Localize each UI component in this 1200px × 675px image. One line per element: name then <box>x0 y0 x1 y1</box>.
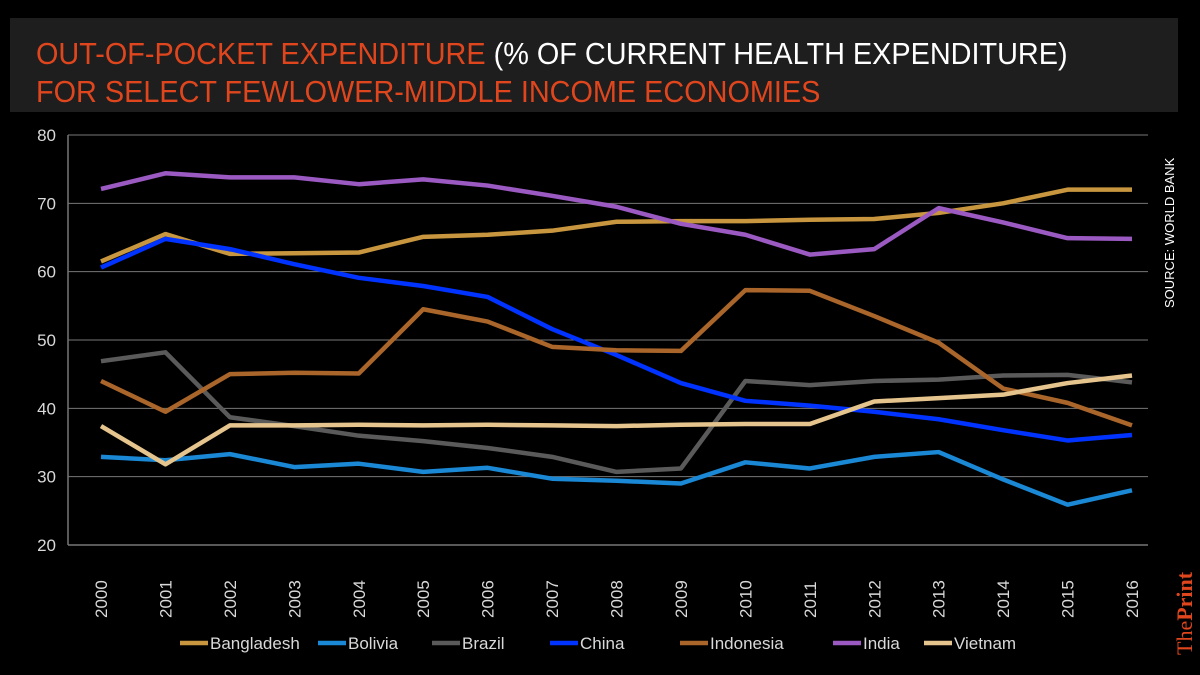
x-tick-label: 2004 <box>350 580 369 618</box>
x-tick-label: 2016 <box>1123 580 1142 618</box>
x-tick-label: 2012 <box>865 580 884 618</box>
x-tick-label: 2007 <box>543 580 562 618</box>
x-tick-label: 2003 <box>285 580 304 618</box>
series-line-indonesia <box>100 287 1133 428</box>
legend-label: Vietnam <box>954 634 1016 653</box>
series-line-china <box>100 236 1133 443</box>
series-line-bolivia <box>100 449 1133 507</box>
theprint-logo: ThePrint <box>1172 571 1197 655</box>
y-tick-label: 80 <box>37 126 56 145</box>
x-tick-label: 2013 <box>930 580 949 618</box>
series-line-bangladesh <box>100 187 1132 264</box>
title-box: OUT-OF-POCKET EXPENDITURE (% OF CURRENT … <box>10 18 1178 112</box>
y-tick-label: 50 <box>37 331 56 350</box>
series-line-india <box>100 171 1133 257</box>
y-tick-label: 20 <box>37 536 56 555</box>
source-note: SOURCE: WORLD BANK <box>1162 157 1177 308</box>
x-tick-label: 2014 <box>994 580 1013 618</box>
x-tick-label: 2002 <box>221 580 240 618</box>
legend-label: Indonesia <box>710 634 784 653</box>
x-tick-label: 2015 <box>1059 580 1078 618</box>
chart-subtitle: FOR SELECT FEWLOWER-MIDDLE INCOME ECONOM… <box>36 74 821 109</box>
legend-label: Brazil <box>462 634 505 653</box>
legend-label: India <box>863 634 900 653</box>
series-line-brazil <box>100 350 1133 475</box>
x-tick-label: 2008 <box>608 580 627 618</box>
x-tick-label: 2001 <box>156 580 175 618</box>
chart-title: OUT-OF-POCKET EXPENDITURE (% OF CURRENT … <box>36 36 1068 72</box>
title-accent: OUT-OF-POCKET EXPENDITURE <box>36 36 486 71</box>
x-tick-label: 2000 <box>92 580 111 618</box>
y-tick-label: 40 <box>37 399 56 418</box>
x-tick-label: 2005 <box>414 580 433 618</box>
x-tick-label: 2006 <box>479 580 498 618</box>
x-tick-label: 2011 <box>801 581 820 618</box>
legend-label: Bolivia <box>348 634 399 653</box>
title-unit: (% OF CURRENT HEALTH EXPENDITURE) <box>485 36 1068 71</box>
x-tick-label: 2009 <box>672 580 691 618</box>
series-line-vietnam <box>99 373 1133 467</box>
y-tick-label: 60 <box>37 263 56 282</box>
y-tick-label: 70 <box>37 194 56 213</box>
legend-label: Bangladesh <box>210 634 300 653</box>
legend-label: China <box>580 634 625 653</box>
x-tick-label: 2010 <box>736 580 755 618</box>
y-tick-label: 30 <box>37 468 56 487</box>
